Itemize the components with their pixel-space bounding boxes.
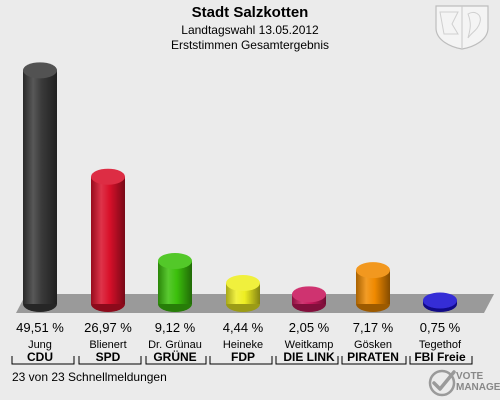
party-label: SPD — [95, 350, 121, 364]
candidate-label: Tegethof — [418, 339, 462, 351]
party-label: GRÜNE — [153, 350, 197, 364]
party-underline — [341, 356, 407, 365]
bar-gr-ne — [158, 252, 192, 312]
party-underline — [209, 356, 273, 365]
bar-spd — [91, 168, 125, 312]
votemanager-logo-icon — [428, 369, 456, 397]
bar-piraten — [356, 262, 390, 312]
brand-line-1: VOTE — [456, 371, 484, 382]
bar-die-linke — [292, 286, 326, 312]
candidate-label: Weitkamp — [284, 339, 334, 351]
party-label: FDP — [231, 350, 255, 364]
party-underline — [275, 356, 339, 365]
votemanager-brand: VOTE MANAGER — [456, 371, 500, 393]
candidate-label: Jung — [28, 339, 52, 351]
chart-subtitle: Landtagswahl 13.05.2012 — [181, 23, 319, 37]
value-label: 7,17 % — [352, 320, 394, 335]
value-label: 0,75 % — [419, 320, 461, 335]
bar-cdu — [23, 62, 57, 312]
candidate-label: Gösken — [354, 339, 392, 351]
status-text: 23 von 23 Schnellmeldungen — [12, 370, 167, 384]
party-label: PIRATEN — [347, 350, 399, 364]
brand-line-2: MANAGER — [456, 382, 500, 393]
candidate-label: Blienert — [89, 339, 127, 351]
value-label: 9,12 % — [154, 320, 196, 335]
party-label: CDU — [27, 350, 53, 364]
bar-fbi-freie — [423, 292, 457, 312]
candidate-label: Heineke — [222, 339, 264, 351]
party-underline — [78, 356, 142, 365]
party-underline — [11, 356, 75, 365]
bar-fdp — [226, 275, 260, 312]
value-label: 2,05 % — [288, 320, 330, 335]
candidate-label: Dr. Grünau — [148, 339, 202, 351]
coat-of-arms-icon — [435, 5, 489, 50]
party-label: DIE LINK — [283, 350, 335, 364]
value-label: 49,51 % — [16, 320, 64, 335]
chart-subtitle-2: Erststimmen Gesamtergebnis — [170, 38, 330, 52]
value-label: 4,44 % — [222, 320, 264, 335]
party-underline — [145, 356, 207, 365]
value-label: 26,97 % — [84, 320, 132, 335]
party-label: FBI Freie — [414, 350, 466, 364]
party-underline — [409, 356, 473, 365]
chart-title: Stadt Salzkotten — [191, 4, 309, 21]
